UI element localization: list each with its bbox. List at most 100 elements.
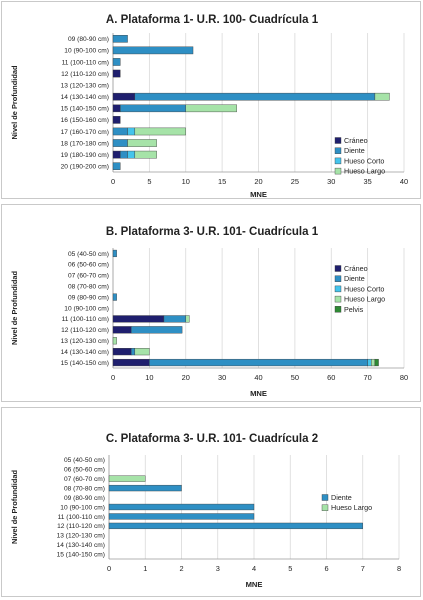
chart-a-bar-cráneo (112, 69, 121, 78)
chart-a-bar-diente (112, 139, 128, 147)
chart-a-category-label: 15 (140-150 cm) (61, 106, 109, 113)
chart-c-legend-swatch (321, 504, 329, 511)
chart-a-x-tick-label: 40 (400, 177, 408, 186)
chart-b-bar-diente (149, 358, 368, 367)
chart-a-bar-diente (134, 92, 376, 101)
chart-b-category-label: 11 (100-110 cm) (62, 316, 109, 323)
chart-b-bar-hueso-corto (367, 358, 372, 367)
chart-b-x-tick-label: 60 (327, 373, 335, 382)
chart-c-svg: C. Plataforma 3- U.R. 101- Cuadrícula 2 0… (10, 433, 401, 589)
chart-a-legend-label: Cráneo (344, 136, 368, 145)
chart-b-category-label: 10 (90-100 cm) (64, 305, 109, 312)
chart-a-legend-swatch (334, 167, 342, 175)
chart-b-category-label: 09 (80-90 cm) (68, 294, 109, 301)
chart-a-bar-hueso-corto (127, 127, 136, 136)
chart-a-category-label: 09 (80-90 cm) (68, 36, 109, 43)
chart-b-category-label: 12 (110-120 cm) (61, 327, 109, 334)
chart-c-bar-hueso-largo (108, 475, 146, 482)
chart-c-category-label: 08 (70-80 cm) (64, 485, 105, 492)
chart-a-category-label: 17 (160-170 cm) (61, 129, 109, 136)
chart-a-bar-diente (112, 162, 121, 170)
chart-a-bar-hueso-largo (127, 139, 157, 147)
chart-b-category-label: 08 (70-80 cm) (68, 283, 109, 290)
chart-a-title: A. Plataforma 1- U.R. 100- Cuadrícula 1 (106, 14, 319, 26)
chart-c-category-label: 07 (60-70 cm) (64, 476, 105, 483)
chart-a-x-tick-label: 35 (364, 177, 372, 186)
chart-a-bar-diente (112, 46, 194, 55)
chart-b-x-tick-label: 80 (400, 373, 408, 382)
chart-a-category-label: 18 (170-180 cm) (61, 140, 109, 147)
chart-b-category-label: 14 (130-140 cm) (61, 349, 109, 356)
chart-a-bar-diente (112, 58, 121, 66)
chart-b-category-label: 13 (120-130 cm) (61, 338, 109, 345)
chart-b-legend-swatch (334, 306, 342, 313)
chart-b-bar-cráneo (112, 358, 150, 367)
chart-b-bar-cráneo (112, 326, 132, 334)
chart-b-bar-diente (163, 315, 186, 323)
chart-a-y-axis-label: Nivel de Profundidad (10, 65, 19, 139)
chart-a-legend-swatch (334, 147, 342, 154)
chart-b-category-label: 05 (40-50 cm) (68, 251, 109, 258)
chart-c-legend-label: Diente (331, 493, 352, 502)
chart-b-x-tick-label: 70 (364, 373, 372, 382)
chart-a-category-label: 20 (190-200 cm) (61, 164, 109, 171)
chart-b-bar-diente (130, 348, 136, 356)
chart-b-bar-hueso-largo (185, 315, 190, 323)
chart-c-category-label: 06 (50-60 cm) (64, 466, 105, 473)
chart-a-bar-diente (112, 127, 128, 136)
chart-c-category-label: 09 (80-90 cm) (64, 495, 105, 502)
chart-b-bar-hueso-largo (371, 358, 376, 367)
chart-a-x-tick-label: 15 (218, 177, 226, 186)
chart-b-legend-swatch (334, 275, 342, 282)
chart-c-y-axis-label: Nivel de Profundidad (10, 470, 19, 544)
chart-c-category-label: 05 (40-50 cm) (64, 457, 105, 464)
chart-b-legend-swatch (334, 295, 342, 303)
chart-b-bar-hueso-largo (134, 348, 150, 356)
chart-a-bar-diente (112, 35, 128, 43)
chart-a-bar-hueso-corto (127, 150, 136, 159)
chart-a-category-label: 16 (150-160 cm) (61, 117, 109, 124)
chart-c-x-tick-label: 8 (397, 564, 401, 573)
chart-b-category-label: 15 (140-150 cm) (61, 360, 109, 367)
chart-a-x-tick-label: 10 (182, 177, 190, 186)
chart-b-x-tick-label: 50 (291, 373, 299, 382)
chart-b-bar-diente (112, 249, 117, 258)
chart-b-bar-cráneo (112, 315, 165, 323)
chart-a-bar-hueso-largo (374, 92, 390, 101)
chart-b-bar-cráneo (112, 348, 132, 356)
chart-a-legend-label: Diente (344, 146, 365, 155)
chart-a-bar-diente (120, 150, 128, 159)
chart-c-x-tick-label: 7 (361, 564, 365, 573)
chart-c-x-tick-label: 2 (179, 564, 183, 573)
chart-b-legend-label: Pelvis (344, 305, 364, 314)
chart-c-bar-diente (108, 513, 255, 520)
chart-c-legend-label: Hueso Largo (331, 503, 372, 512)
chart-b-x-axis-label: MNE (250, 389, 267, 398)
chart-c-category-label: 12 (110-120 cm) (57, 523, 105, 530)
chart-a-bar-cráneo (112, 150, 121, 159)
chart-panel-a: A. Plataforma 1- U.R. 100- Cuadrícula 1 0… (1, 1, 421, 199)
chart-a-category-label: 19 (180-190 cm) (61, 152, 109, 159)
chart-c-x-tick-label: 5 (288, 564, 292, 573)
chart-a-bar-diente (120, 104, 186, 113)
chart-c-x-tick-label: 3 (216, 564, 220, 573)
chart-c-category-label: 10 (90-100 cm) (60, 504, 105, 511)
chart-b-category-label: 07 (60-70 cm) (68, 273, 109, 280)
chart-c-x-tick-label: 1 (143, 564, 147, 573)
chart-panel-c: C. Plataforma 3- U.R. 101- Cuadrícula 2 0… (1, 407, 421, 597)
chart-c-x-tick-label: 4 (252, 564, 256, 573)
chart-b-legend-label: Hueso Largo (344, 295, 385, 304)
chart-c-category-label: 13 (120-130 cm) (57, 533, 105, 540)
chart-c-category-label: 15 (140-150 cm) (57, 552, 105, 559)
chart-b-bar-pelvis (374, 358, 379, 367)
chart-b-x-tick-label: 0 (111, 373, 115, 382)
chart-a-x-tick-label: 20 (254, 177, 262, 186)
chart-b-legend-swatch (334, 265, 342, 272)
chart-a-legend-label: Hueso Corto (344, 156, 384, 165)
chart-a-x-axis-label: MNE (250, 190, 267, 199)
chart-b-bar-hueso-largo (112, 337, 117, 345)
chart-b-legend-label: Hueso Corto (344, 284, 384, 293)
chart-b-bar-diente (130, 326, 183, 334)
chart-c-x-axis-label: MNE (246, 580, 263, 589)
chart-a-category-label: 14 (130-140 cm) (61, 94, 109, 101)
